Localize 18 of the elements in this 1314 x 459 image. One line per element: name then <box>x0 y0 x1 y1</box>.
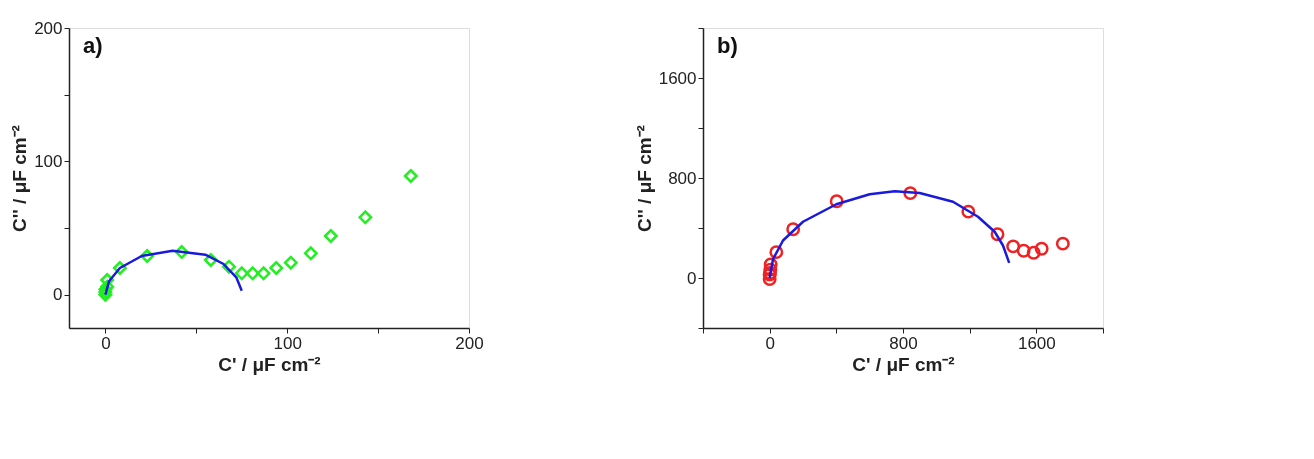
y-tick-label: 0 <box>53 285 63 305</box>
y-tick-label: 100 <box>34 151 63 171</box>
annotation: b) <box>717 33 738 58</box>
x-axis-title: C' / μF cm⁻² <box>218 353 321 375</box>
x-tick-label: 800 <box>889 333 918 353</box>
x-axis-title: C' / μF cm⁻² <box>852 353 955 375</box>
x-tick-label: 0 <box>101 333 111 353</box>
y-tick-label: 1600 <box>658 68 697 88</box>
x-tick-label: 200 <box>455 333 484 353</box>
annotation: a) <box>83 33 103 58</box>
x-tick-label: 1600 <box>1017 333 1056 353</box>
y-tick-label: 200 <box>34 18 63 38</box>
y-axis-title: C'' / μF cm⁻² <box>9 125 31 232</box>
x-tick-label: 100 <box>273 333 302 353</box>
x-tick-label: 0 <box>765 333 775 353</box>
y-tick-label: 800 <box>668 168 697 188</box>
y-axis-title: C'' / μF cm⁻² <box>633 125 655 232</box>
y-tick-label: 0 <box>687 268 697 288</box>
